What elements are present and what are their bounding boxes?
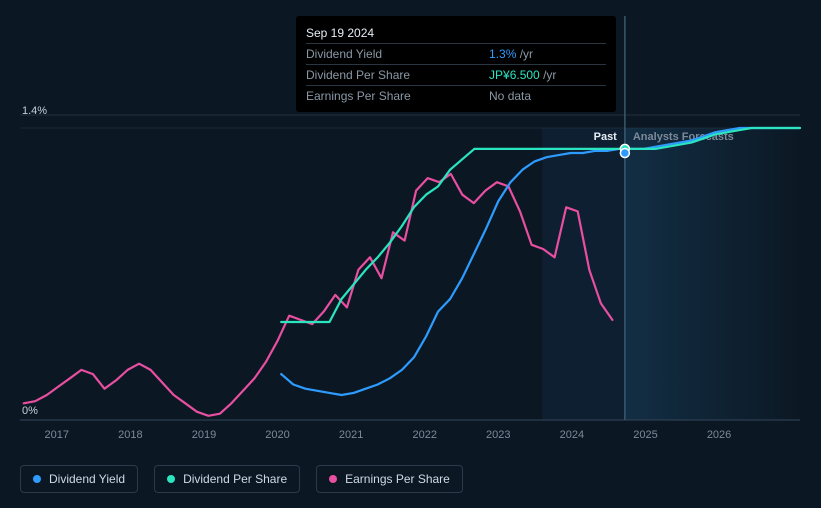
legend-dot-icon [167, 475, 175, 483]
legend-item-dividend-per-share[interactable]: Dividend Per Share [154, 465, 300, 493]
tooltip-row-value: No data [473, 86, 606, 107]
x-tick: 2018 [118, 429, 142, 441]
tooltip-row-label: Dividend Yield [306, 44, 473, 65]
x-tick: 2017 [45, 429, 69, 441]
chart-legend: Dividend Yield Dividend Per Share Earnings… [20, 465, 463, 493]
legend-label: Dividend Yield [49, 472, 125, 486]
x-tick: 2025 [633, 429, 657, 441]
chart-wrapper: 1.4% 0% 2017 2018 2019 2020 2021 2022 2023 2024 20… [0, 0, 821, 508]
x-tick: 2019 [192, 429, 216, 441]
past-label: Past [594, 131, 618, 143]
x-tick: 2024 [560, 429, 584, 441]
tooltip-row-label: Dividend Per Share [306, 65, 473, 86]
series-line [24, 174, 613, 416]
x-tick: 2026 [707, 429, 731, 441]
legend-dot-icon [33, 475, 41, 483]
legend-label: Dividend Per Share [183, 472, 287, 486]
tooltip-row-value: JP¥6.500 /yr [473, 65, 606, 86]
tooltip-row-label: Earnings Per Share [306, 86, 473, 107]
y-min-label: 0% [22, 405, 38, 417]
legend-dot-icon [329, 475, 337, 483]
x-tick: 2023 [486, 429, 510, 441]
y-max-label: 1.4% [22, 105, 47, 117]
tooltip-row-value: 1.3% /yr [473, 44, 606, 65]
cursor-marker [620, 149, 629, 158]
legend-label: Earnings Per Share [345, 472, 450, 486]
legend-item-earnings-per-share[interactable]: Earnings Per Share [316, 465, 463, 493]
tooltip-date: Sep 19 2024 [306, 23, 606, 44]
chart-tooltip: Sep 19 2024 Dividend Yield1.3% /yrDivide… [296, 16, 616, 112]
x-tick: 2022 [412, 429, 436, 441]
legend-item-dividend-yield[interactable]: Dividend Yield [20, 465, 138, 493]
x-tick: 2021 [339, 429, 363, 441]
x-tick: 2020 [265, 429, 289, 441]
